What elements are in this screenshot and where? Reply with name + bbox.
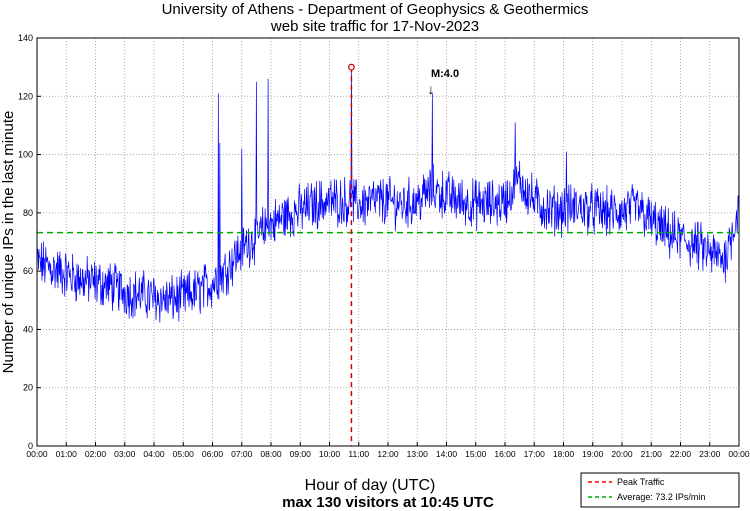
x-tick-label: 20:00 xyxy=(611,449,633,459)
annotation: M:4.0 ↓ xyxy=(428,68,460,97)
x-axis-label: Hour of day (UTC) xyxy=(305,477,436,494)
y-tick-label: 0 xyxy=(28,441,33,451)
x-tick-label: 00:00 xyxy=(728,449,750,459)
annotation-label: M:4.0 xyxy=(431,68,459,80)
x-tick-label: 18:00 xyxy=(553,449,575,459)
x-tick-label: 03:00 xyxy=(114,449,136,459)
chart-footer: max 130 visitors at 10:45 UTC xyxy=(282,494,494,511)
series-line xyxy=(36,67,740,323)
legend: Peak Traffic Average: 73.2 IPs/min xyxy=(580,472,740,508)
x-tick-label: 08:00 xyxy=(260,449,282,459)
data-layer xyxy=(36,67,740,323)
chart-title: University of Athens - Department of Geo… xyxy=(162,1,589,18)
y-tick-label: 140 xyxy=(18,33,33,43)
y-axis: 0 20 40 60 80 100 120 140 xyxy=(18,33,41,451)
x-tick-label: 17:00 xyxy=(524,449,546,459)
y-tick-label: 40 xyxy=(23,324,33,334)
y-tick-label: 80 xyxy=(23,208,33,218)
legend-box xyxy=(580,472,740,508)
y-tick-label: 120 xyxy=(18,91,33,101)
x-tick-label: 16:00 xyxy=(494,449,516,459)
x-tick-label: 11:00 xyxy=(348,449,369,459)
y-tick-label: 100 xyxy=(18,150,33,160)
x-tick-label: 02:00 xyxy=(85,449,107,459)
y-tick-label: 60 xyxy=(23,266,33,276)
x-tick-label: 00:00 xyxy=(26,449,48,459)
annotation-arrow-icon: ↓ xyxy=(428,81,435,97)
x-tick-label: 06:00 xyxy=(202,449,224,459)
x-tick-label: 12:00 xyxy=(377,449,399,459)
x-tick-label: 19:00 xyxy=(582,449,604,459)
x-tick-label: 14:00 xyxy=(436,449,458,459)
y-axis-label: Number of unique IPs in the last minute xyxy=(0,111,17,374)
x-tick-label: 13:00 xyxy=(407,449,429,459)
x-tick-label: 09:00 xyxy=(290,449,312,459)
chart-subtitle: web site traffic for 17-Nov-2023 xyxy=(270,18,479,35)
x-tick-label: 15:00 xyxy=(465,449,487,459)
grid-lines xyxy=(37,38,739,446)
x-tick-label: 07:00 xyxy=(231,449,253,459)
x-tick-label: 22:00 xyxy=(670,449,692,459)
legend-label-average: Average: 73.2 IPs/min xyxy=(617,492,705,502)
x-tick-label: 21:00 xyxy=(641,449,663,459)
x-tick-label: 01:00 xyxy=(56,449,78,459)
x-tick-label: 04:00 xyxy=(143,449,165,459)
reference-lines xyxy=(37,63,739,446)
legend-label-peak: Peak Traffic xyxy=(617,477,665,487)
peak-marker xyxy=(348,63,355,71)
x-axis: 00:00 01:00 02:00 03:00 04:00 05:00 06:00 07:00… xyxy=(26,442,750,459)
x-tick-label: 05:00 xyxy=(173,449,195,459)
x-tick-label: 10:00 xyxy=(319,449,341,459)
x-tick-label: 23:00 xyxy=(699,449,721,459)
y-tick-label: 20 xyxy=(23,383,33,393)
